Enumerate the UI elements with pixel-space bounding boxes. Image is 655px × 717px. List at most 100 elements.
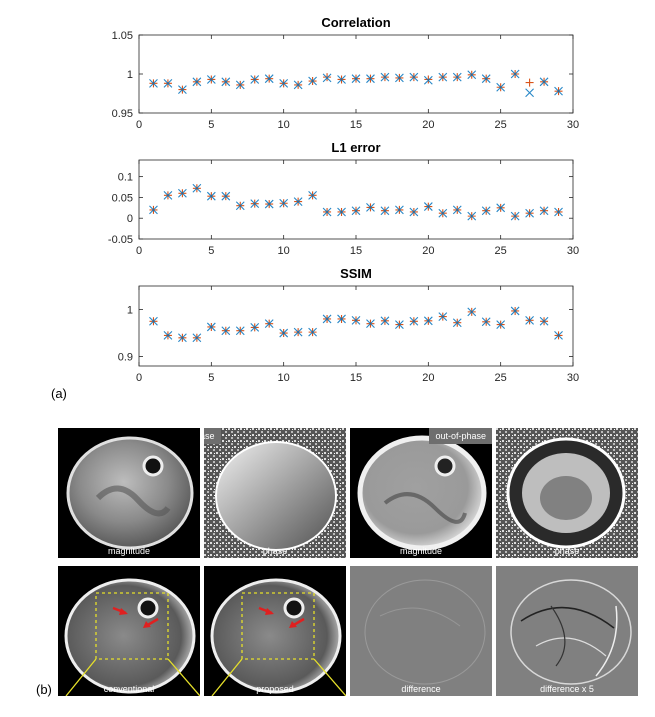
x-tick-label: 15	[350, 119, 362, 131]
data-point-proposed	[322, 73, 332, 83]
conventional-image	[64, 578, 200, 696]
data-point-proposed	[206, 322, 216, 332]
data-point-proposed	[351, 74, 361, 84]
data-point-proposed	[539, 316, 549, 326]
y-tick-label: 0	[127, 213, 133, 225]
plot-area	[138, 34, 574, 114]
x-tick-label: 0	[136, 372, 142, 384]
data-point-proposed	[380, 316, 390, 326]
y-tick-label: 0.1	[118, 172, 133, 184]
tile-difference: difference	[350, 566, 492, 696]
data-point-proposed	[525, 315, 534, 325]
data-point-proposed	[496, 203, 506, 213]
x-tick-label: 10	[278, 119, 290, 131]
x-tick-label: 10	[278, 245, 290, 257]
y-tick-label: 1.05	[112, 30, 133, 42]
data-point-proposed	[380, 206, 390, 216]
charts-svg: Correlation 0 5 10 15 20 25 30 0.9 5 1 1.05 L1 error…	[108, 15, 579, 384]
panel-label-a: (a)	[51, 386, 67, 401]
x-tick-label: 25	[495, 245, 507, 257]
data-point-proposed	[206, 191, 216, 201]
tile-label: magnitude	[399, 546, 443, 556]
data-point-proposed	[409, 316, 419, 326]
x-tick-label: 20	[422, 372, 434, 384]
data-point-proposed	[235, 326, 245, 336]
data-point-proposed	[250, 75, 260, 84]
tile-inphase-magnitude: magnitude	[58, 428, 200, 558]
difference-x5-image	[510, 579, 632, 685]
data-point-proposed	[337, 207, 346, 217]
chart-title: L1 error	[331, 140, 380, 155]
data-point-proposed	[496, 320, 506, 329]
x-tick-label: 20	[422, 119, 434, 131]
data-point-proposed	[250, 323, 260, 332]
data-point-proposed	[452, 318, 462, 328]
tile-label: difference x 5	[540, 684, 594, 694]
data-point-proposed	[279, 78, 289, 88]
data-point-proposed	[554, 207, 563, 217]
chart-title: SSIM	[340, 266, 372, 281]
data-point-proposed	[149, 78, 158, 88]
tile-label: phase	[554, 546, 580, 556]
data-point-proposed	[250, 199, 260, 209]
x-tick-label: 30	[567, 245, 579, 257]
inphase-magnitude-image	[66, 436, 194, 550]
data-point-proposed	[380, 72, 390, 82]
data-point-proposed	[510, 69, 520, 79]
x-tick-label: 5	[208, 119, 214, 131]
x-tick-label: 15	[350, 245, 362, 257]
x-tick-label: 15	[350, 372, 362, 384]
tile-label: conventional	[103, 684, 155, 694]
y-tick-label: 0.9	[118, 352, 133, 364]
data-point-proposed	[510, 211, 520, 221]
data-point-proposed	[308, 190, 317, 200]
tile-inphase-phase: in-phase phase	[204, 428, 346, 558]
data-point-proposed	[293, 197, 303, 206]
data-point-proposed	[525, 208, 534, 218]
tile-difference-x5: difference x 5	[496, 566, 638, 696]
data-point-proposed	[192, 333, 202, 343]
x-tick-label: 25	[495, 119, 507, 131]
data-point-proposed	[395, 320, 404, 329]
data-point-proposed	[409, 207, 419, 217]
inphase-phase-image	[204, 428, 346, 558]
data-point-proposed	[279, 328, 289, 338]
data-point-conventional	[525, 78, 534, 87]
x-tick-label: 20	[422, 245, 434, 257]
data-point-proposed	[293, 80, 303, 90]
data-point-proposed	[539, 206, 549, 216]
x-tick-label: 0	[136, 245, 142, 257]
y-tick-label: -0.05	[108, 234, 133, 246]
data-point-proposed	[366, 74, 375, 84]
tile-outphase-magnitude: out-of-phase magnitude	[350, 428, 492, 558]
data-point-proposed	[409, 72, 419, 82]
x-tick-label: 30	[567, 119, 579, 131]
tile-conventional: conventional	[58, 566, 200, 696]
roi-box	[241, 592, 315, 660]
data-point-proposed	[221, 77, 231, 87]
tile-label: magnitude	[107, 546, 151, 556]
chart-title: Correlation	[321, 15, 390, 30]
data-point-proposed	[163, 331, 173, 340]
x-tick-label: 25	[495, 372, 507, 384]
data-point-proposed	[206, 75, 216, 84]
outphase-header: out-of-phase	[429, 428, 492, 444]
tile-label: phase	[262, 546, 288, 556]
y-tick-label: 1	[127, 305, 133, 317]
data-point-proposed	[481, 317, 491, 327]
data-point-proposed	[149, 205, 158, 215]
data-point-proposed	[221, 191, 231, 201]
data-point-conventional	[424, 75, 433, 84]
x-tick-label: 5	[208, 372, 214, 384]
y-tick-label: 0.05	[112, 192, 133, 204]
data-point-proposed	[293, 327, 303, 337]
data-point-proposed	[452, 72, 462, 82]
panel-label-b: (b)	[36, 682, 52, 697]
x-tick-label: 10	[278, 372, 290, 384]
data-point-proposed	[178, 333, 187, 343]
difference-image	[364, 579, 486, 685]
data-point-proposed	[235, 201, 245, 211]
outphase-magnitude-image	[357, 435, 487, 551]
data-point-proposed	[264, 199, 274, 209]
data-point-proposed	[235, 80, 245, 90]
